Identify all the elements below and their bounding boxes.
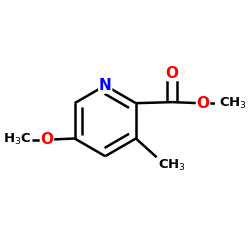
Text: H$_3$C: H$_3$C — [3, 132, 31, 147]
Text: O: O — [40, 132, 54, 147]
Text: CH$_3$: CH$_3$ — [158, 158, 186, 173]
Text: O: O — [166, 66, 179, 80]
Text: O: O — [196, 96, 209, 111]
Text: CH$_3$: CH$_3$ — [219, 96, 247, 111]
Text: N: N — [99, 78, 112, 93]
